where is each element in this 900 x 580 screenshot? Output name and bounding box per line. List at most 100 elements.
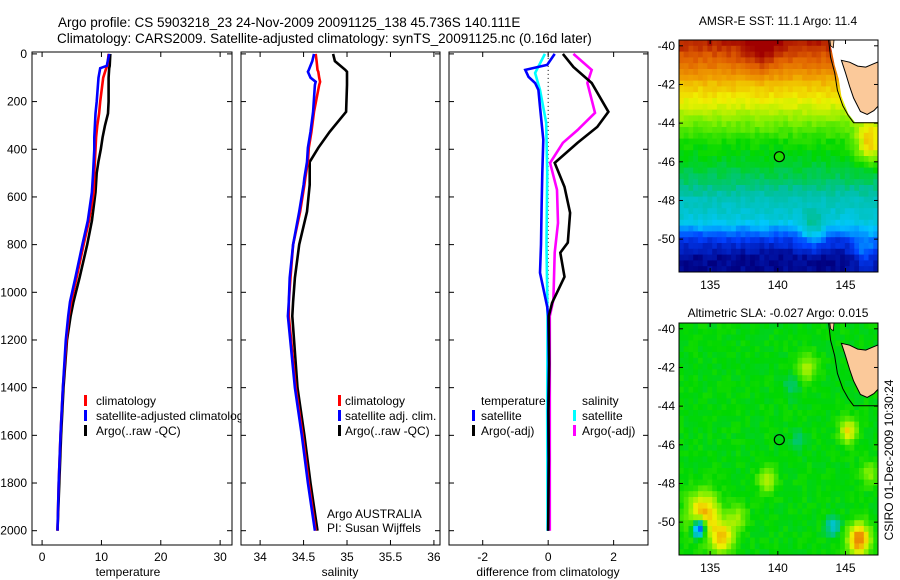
map-cell (683, 352, 689, 359)
map-cell (778, 450, 784, 457)
map-cell (859, 272, 864, 278)
map-cell (716, 502, 723, 510)
map-cell (731, 514, 737, 521)
map-cell (693, 497, 699, 504)
map-cell (740, 69, 746, 76)
map-cell (769, 173, 775, 180)
map-cell (849, 439, 855, 446)
map-cell (816, 144, 822, 151)
map-cell (788, 115, 794, 122)
map-cell (750, 156, 756, 163)
map-cell (721, 127, 727, 134)
map-cell (693, 173, 699, 180)
map-cell (825, 357, 832, 365)
map-cell (698, 132, 704, 140)
map-cell (840, 225, 846, 232)
map-cell (754, 51, 761, 58)
map-cell (792, 392, 798, 399)
map-cell (688, 381, 694, 388)
map-cell (712, 491, 718, 498)
map-cell (840, 167, 846, 174)
map-cell (726, 167, 732, 174)
map-cell (712, 109, 718, 116)
map-cell (683, 63, 689, 70)
map-cell (806, 45, 813, 53)
x-tick-label: 35.5 (379, 550, 403, 564)
map-cell (844, 254, 851, 261)
map-cell (750, 237, 756, 244)
map-cell (726, 190, 732, 198)
map-frame (678, 322, 879, 556)
map-cell (740, 381, 746, 388)
map-cell (745, 497, 751, 504)
map-cell (679, 121, 685, 128)
map-cell (698, 526, 704, 533)
map-cell (698, 196, 704, 203)
map-cell (835, 161, 841, 169)
map-cell (764, 254, 770, 261)
map-cell (721, 98, 727, 105)
map-cell (750, 392, 756, 399)
map-cell (802, 381, 808, 388)
map-cell (788, 485, 794, 492)
map-cell (688, 444, 694, 452)
lat-tick-label: -46 (658, 155, 676, 169)
map-cell (854, 462, 860, 469)
map-cell (783, 386, 789, 394)
map-cell (798, 278, 803, 284)
map-cell (702, 479, 708, 486)
map-cell (830, 334, 836, 341)
map-cell (721, 173, 727, 180)
map-cell (759, 444, 765, 452)
map-cell (863, 497, 870, 504)
legend-header-salinity: salinity (582, 394, 619, 408)
map-cell (802, 225, 808, 232)
map-cell (688, 352, 694, 359)
map-cell (740, 520, 746, 527)
map-cell (712, 98, 718, 105)
map-cell (698, 439, 704, 446)
map-cell (745, 40, 751, 47)
map-cell (816, 208, 822, 215)
map-cell (698, 45, 704, 53)
map-cell (679, 491, 685, 498)
map-cell (693, 323, 699, 330)
map-cell (764, 352, 770, 359)
map-cell (778, 352, 784, 359)
map-cell (707, 109, 713, 116)
map-cell (821, 161, 827, 169)
map-cell (769, 202, 775, 209)
map-cell (707, 381, 713, 388)
map-cell (769, 537, 775, 544)
map-cell (840, 334, 846, 341)
map-cell (816, 57, 822, 64)
map-cell (750, 352, 756, 359)
map-cell (825, 381, 832, 388)
map-cell (698, 491, 704, 498)
map-cell (740, 543, 746, 550)
map-cell (878, 197, 883, 203)
map-cell (735, 334, 742, 341)
map-cell (754, 179, 761, 186)
legend-swatch-temp-argo (472, 425, 475, 436)
map-cell (721, 40, 727, 47)
map-cell (821, 427, 827, 434)
map-cell (873, 121, 878, 128)
map-cell (788, 272, 793, 278)
map-cell (759, 352, 765, 359)
map-cell (769, 103, 775, 111)
map-cell (835, 92, 841, 99)
map-cell (825, 202, 832, 209)
map-cell (726, 243, 732, 250)
map-cell (854, 156, 860, 163)
map-cell (754, 363, 761, 370)
map-cell (750, 109, 756, 116)
map-cell (731, 69, 737, 76)
map-cell (702, 225, 708, 232)
map-cell (740, 427, 746, 434)
map-cell (806, 328, 813, 336)
map-cell (693, 421, 699, 428)
map-cell (712, 219, 718, 227)
map-cell (740, 92, 746, 99)
map-cell (754, 219, 761, 227)
